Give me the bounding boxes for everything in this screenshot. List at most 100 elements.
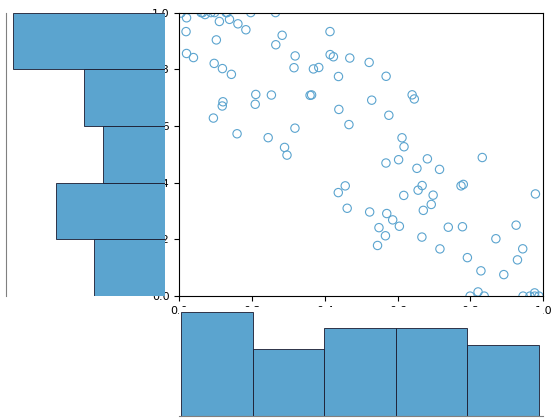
Point <box>340 183 349 189</box>
Point <box>478 154 487 161</box>
Point <box>209 115 218 121</box>
Point <box>215 18 224 25</box>
Point <box>381 232 390 239</box>
Point <box>382 210 391 217</box>
Point <box>306 92 315 99</box>
Point <box>232 130 241 137</box>
Point <box>394 156 403 163</box>
Point <box>182 50 191 57</box>
Point <box>227 71 236 78</box>
Point <box>264 134 273 141</box>
Point <box>384 112 393 118</box>
Bar <box>253 349 324 416</box>
Point <box>375 224 384 231</box>
Point <box>326 51 335 58</box>
Bar <box>56 183 165 239</box>
Point <box>519 293 528 299</box>
Point <box>373 242 382 249</box>
Point <box>435 166 444 173</box>
Point <box>334 106 343 113</box>
Point <box>444 224 453 231</box>
Point <box>423 155 432 162</box>
Bar <box>13 13 165 69</box>
Point <box>329 53 338 60</box>
Point <box>251 101 260 108</box>
Point <box>197 9 206 16</box>
Point <box>365 209 374 215</box>
Point <box>251 91 260 98</box>
Point <box>223 9 232 16</box>
Point <box>210 9 219 16</box>
Point <box>218 98 227 105</box>
Point <box>474 289 483 295</box>
Point <box>207 9 216 16</box>
Point <box>367 97 376 103</box>
Point <box>267 92 276 98</box>
Point <box>513 257 522 263</box>
Point <box>365 59 374 66</box>
Point <box>271 9 280 16</box>
Point <box>282 152 291 158</box>
Point <box>419 207 428 214</box>
Bar <box>396 328 468 416</box>
Point <box>531 191 540 197</box>
Point <box>291 52 300 59</box>
Point <box>291 125 300 131</box>
Point <box>344 121 353 128</box>
Point <box>182 14 191 21</box>
Point <box>500 271 508 278</box>
Point <box>334 189 343 196</box>
Bar <box>104 126 165 183</box>
Bar <box>468 345 539 416</box>
Point <box>410 96 419 102</box>
Point <box>198 9 207 16</box>
Point <box>417 234 426 240</box>
Point <box>209 60 218 67</box>
Point <box>234 21 242 27</box>
Bar <box>324 328 396 416</box>
Point <box>480 293 489 299</box>
Point <box>181 28 190 35</box>
Y-axis label: y: y <box>132 150 146 158</box>
Point <box>414 187 423 194</box>
Point <box>512 222 521 228</box>
Point <box>525 293 534 299</box>
Point <box>534 293 543 299</box>
Point <box>218 65 227 72</box>
Point <box>272 42 281 48</box>
Point <box>346 55 354 61</box>
Point <box>477 268 486 274</box>
Point <box>381 160 390 166</box>
Point <box>176 10 185 16</box>
Point <box>314 64 323 71</box>
Point <box>428 192 437 199</box>
Point <box>459 181 468 188</box>
Point <box>278 32 287 39</box>
Point <box>463 254 472 261</box>
Point <box>465 293 474 299</box>
Point <box>334 73 343 80</box>
Point <box>189 54 198 61</box>
Point <box>398 134 407 141</box>
Point <box>309 66 318 72</box>
Bar <box>94 239 165 296</box>
Point <box>343 205 352 212</box>
Point <box>456 183 465 189</box>
Point <box>418 182 427 189</box>
Point <box>413 165 422 172</box>
Point <box>399 143 408 150</box>
Point <box>280 144 289 151</box>
Point <box>492 235 501 242</box>
Point <box>388 217 397 223</box>
Point <box>200 11 209 18</box>
Point <box>218 102 227 109</box>
Point <box>436 246 445 252</box>
Point <box>307 92 316 98</box>
Point <box>408 92 417 98</box>
Point <box>212 37 221 43</box>
Point <box>325 28 334 35</box>
X-axis label: x: x <box>357 321 365 336</box>
Point <box>381 73 390 80</box>
Point <box>399 192 408 199</box>
Point <box>222 9 231 16</box>
